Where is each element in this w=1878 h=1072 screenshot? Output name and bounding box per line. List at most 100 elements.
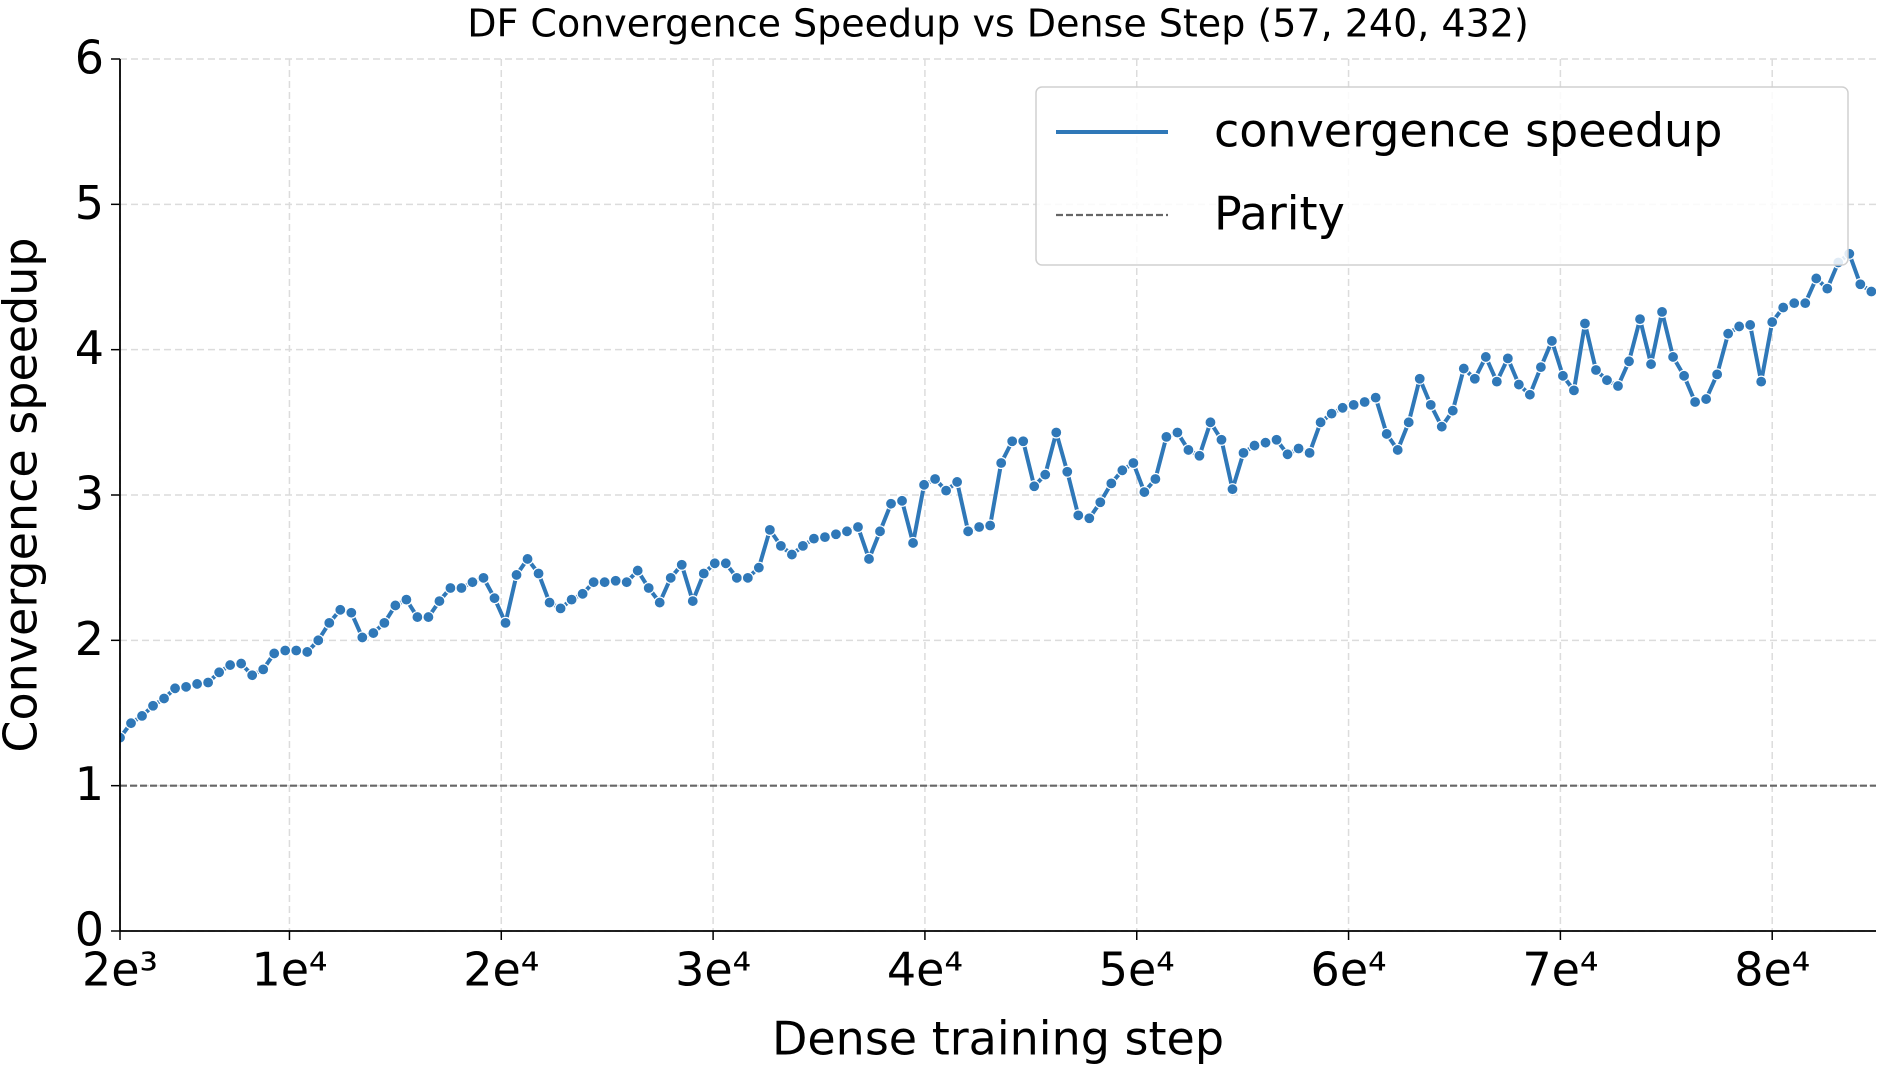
point (796, 539, 810, 552)
point (1435, 420, 1448, 433)
point (1259, 436, 1272, 449)
point (1666, 350, 1680, 364)
x-tick-label: 4e⁴ (887, 943, 963, 997)
y-tick-label: 3 (75, 467, 104, 521)
y-tick-label: 6 (75, 31, 104, 85)
point (1744, 318, 1757, 332)
point (246, 669, 259, 682)
point (741, 571, 754, 584)
point (1755, 375, 1768, 388)
x-tick-label: 3e⁴ (675, 943, 751, 997)
point (477, 571, 490, 584)
point (400, 593, 413, 606)
point (1523, 388, 1536, 401)
point (730, 571, 743, 584)
point (1061, 465, 1074, 478)
point (554, 602, 567, 615)
point (873, 525, 887, 538)
point (1325, 407, 1338, 420)
point (598, 576, 611, 589)
point (290, 644, 303, 657)
point (697, 567, 710, 580)
point (1182, 443, 1195, 457)
point (213, 666, 226, 679)
point (1281, 448, 1294, 461)
point (389, 599, 402, 612)
point (752, 561, 765, 574)
point (1138, 485, 1151, 499)
point (1028, 480, 1041, 493)
point (455, 581, 468, 595)
point (1171, 426, 1184, 439)
point (906, 536, 920, 550)
point (1700, 392, 1713, 406)
point (268, 647, 281, 660)
point (1865, 285, 1876, 298)
point (807, 532, 821, 545)
point (1534, 361, 1547, 374)
point (862, 552, 876, 566)
point (576, 587, 589, 600)
point (1655, 305, 1669, 318)
point (1578, 317, 1592, 330)
point (1810, 272, 1823, 285)
point (1226, 483, 1239, 496)
point (345, 606, 358, 619)
point (1270, 433, 1283, 446)
point (840, 525, 854, 538)
point (763, 523, 776, 536)
point (774, 539, 787, 552)
point (334, 603, 347, 616)
y-tick-label: 4 (75, 321, 104, 375)
point (928, 472, 942, 486)
point (1622, 355, 1636, 368)
point (1050, 426, 1063, 439)
point (829, 528, 843, 541)
point (1215, 433, 1228, 446)
point (917, 478, 931, 491)
point (664, 571, 677, 584)
point (1766, 315, 1779, 329)
y-axis-label: Convergence speedup (0, 237, 48, 752)
point (785, 548, 798, 561)
legend-label: convergence speedup (1214, 104, 1722, 158)
point (951, 475, 964, 489)
point (120, 731, 127, 744)
y-tick-label: 5 (75, 176, 104, 230)
point (1039, 468, 1052, 481)
y-tick-label: 2 (75, 612, 104, 666)
point (1094, 496, 1107, 509)
y-tick-label: 1 (75, 757, 104, 811)
point (1733, 320, 1746, 333)
point (1369, 391, 1382, 404)
line (120, 251, 1873, 739)
point (818, 531, 832, 544)
legend-box (1035, 86, 1849, 266)
point (1292, 442, 1305, 455)
point (312, 634, 325, 647)
point (1303, 446, 1316, 459)
point (1677, 369, 1691, 382)
point (675, 558, 688, 571)
point (179, 680, 193, 693)
point (1380, 427, 1393, 441)
x-axis-label: Dense training step (772, 1012, 1224, 1066)
point (1149, 472, 1162, 486)
point (422, 610, 435, 624)
point (1777, 301, 1790, 314)
point (1336, 401, 1349, 414)
point (1424, 398, 1437, 411)
point (1611, 379, 1625, 393)
point (224, 658, 237, 672)
point (1204, 416, 1217, 429)
point (1193, 449, 1206, 462)
point (510, 568, 523, 582)
point (356, 631, 369, 644)
point (1689, 395, 1702, 409)
point (884, 497, 898, 510)
point (1083, 512, 1096, 525)
point (1556, 369, 1570, 382)
point (1160, 430, 1173, 443)
point (1127, 456, 1140, 470)
point (1358, 395, 1371, 409)
